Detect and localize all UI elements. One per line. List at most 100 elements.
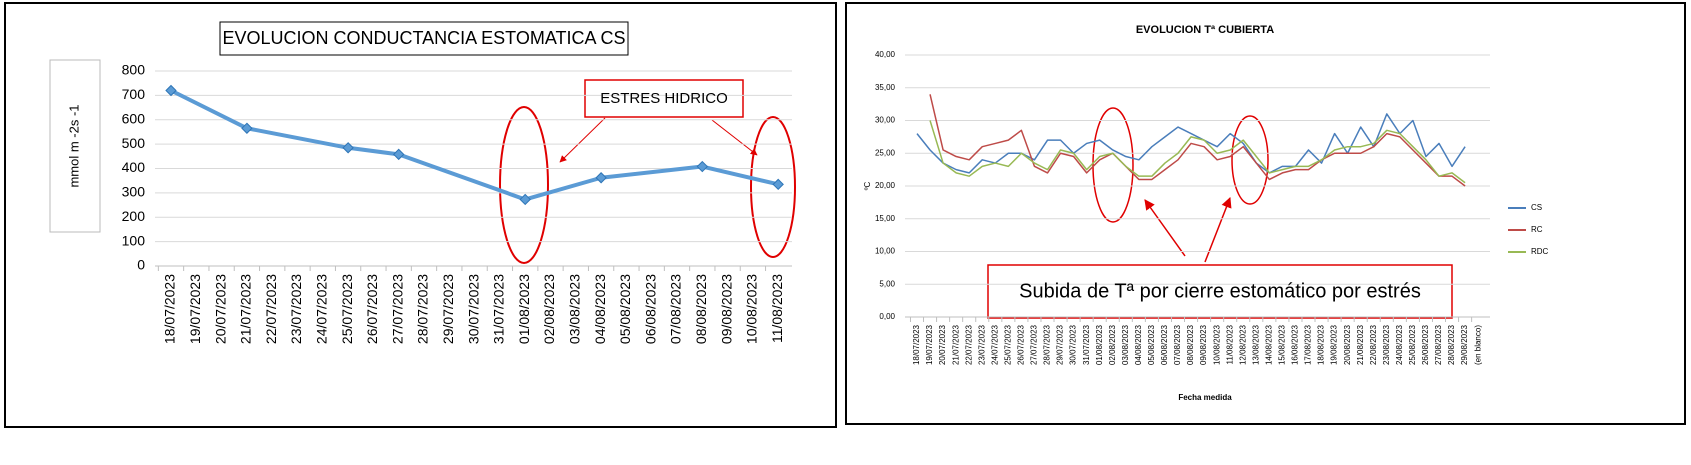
x-tick-label: 27/07/2023 [1030,324,1039,365]
x-tick-label: 23/08/2023 [1382,324,1391,365]
x-tick-label: 17/08/2023 [1304,324,1313,365]
x-tick-label: 27/08/2023 [1434,324,1443,365]
data-point [392,148,405,161]
x-tick-label: 26/07/2023 [364,274,380,344]
data-point [241,122,253,134]
x-tick-label: 29/07/2023 [440,274,456,344]
x-tick-label: 24/08/2023 [1395,324,1404,365]
x-tick-label: 05/08/2023 [1147,324,1156,365]
y-tick-label: 40,00 [875,50,896,59]
annotation: Subida de Tª por cierre estomático por e… [1019,280,1421,302]
x-tick-label: 26/07/2023 [1017,324,1026,365]
arrow [559,117,606,163]
x-tick-label: 30/07/2023 [465,274,481,344]
x-tick-label: 18/07/2023 [162,274,178,344]
x-tick-label: 29/07/2023 [1056,324,1065,365]
y-tick-label: 500 [122,135,146,151]
y-tick-label: 800 [122,62,146,78]
x-tick-label: 28/08/2023 [1447,324,1456,365]
y-tick-label: 0,00 [879,312,895,321]
x-tick-label: 29/08/2023 [1460,324,1469,365]
chart-title: EVOLUCION CONDUCTANCIA ESTOMATICA CS [222,28,625,48]
x-tick-label: 04/08/2023 [592,274,608,344]
x-tick-label: 05/08/2023 [617,274,633,344]
y-tick-label: 300 [122,184,146,200]
y-tick-label: 35,00 [875,83,896,92]
x-tick-label: 25/08/2023 [1408,324,1417,365]
x-tick-label: 07/08/2023 [1173,324,1182,365]
x-tick-label: 20/07/2023 [938,324,947,365]
x-tick-label: 04/08/2023 [1134,324,1143,365]
x-tick-label: 19/07/2023 [925,324,934,365]
series-line [929,120,1466,184]
x-tick-label: 02/08/2023 [541,274,557,344]
y-axis-label: mmol m -2s -1 [66,104,81,187]
y-tick-label: 5,00 [879,279,895,288]
chart-frame [4,2,837,428]
x-tick-label: (en blanco) [1473,325,1482,365]
x-tick-label: 06/08/2023 [1160,324,1169,365]
x-tick-label: 24/07/2023 [314,274,330,344]
data-point [165,84,177,97]
y-tick-label: 10,00 [875,247,896,256]
x-tick-label: 06/08/2023 [642,274,658,344]
x-tick-label: 14/08/2023 [1264,324,1273,365]
x-tick-label: 22/07/2023 [964,324,973,365]
x-tick-label: 30/07/2023 [1069,324,1078,365]
x-tick-label: 07/08/2023 [668,274,684,344]
x-tick-label: 01/08/2023 [516,274,532,344]
x-tick-label: 21/08/2023 [1356,324,1365,365]
y-tick-label: 0 [137,257,145,273]
x-tick-label: 08/08/2023 [1186,324,1195,365]
legend-label: RDC [1531,247,1549,256]
x-tick-label: 22/07/2023 [263,274,279,344]
y-tick-label: 100 [122,232,146,248]
y-tick-label: 25,00 [875,148,896,157]
y-tick-label: 600 [122,110,146,126]
x-tick-label: 01/08/2023 [1095,324,1104,365]
data-point [696,160,709,173]
y-axis-label: ºC [863,181,872,190]
x-tick-label: 25/07/2023 [339,274,355,344]
x-tick-label: 19/08/2023 [1330,324,1339,365]
x-tick-label: 12/08/2023 [1238,324,1247,365]
y-tick-label: 400 [122,159,146,175]
data-point [519,193,531,206]
x-tick-label: 28/07/2023 [1043,324,1052,365]
x-tick-label: 21/07/2023 [951,324,960,365]
y-tick-label: 20,00 [875,181,896,190]
x-tick-label: 03/08/2023 [567,274,583,344]
highlight-ellipse [499,106,549,264]
x-tick-label: 18/07/2023 [912,324,921,365]
x-tick-label: 20/08/2023 [1343,324,1352,365]
chart-title: EVOLUCION Tª CUBIERTA [1136,24,1274,36]
x-tick-label: 23/07/2023 [977,324,986,365]
x-tick-label: 27/07/2023 [389,274,405,344]
x-tick-label: 19/07/2023 [187,274,203,344]
x-tick-label: 31/07/2023 [491,274,507,344]
data-point [342,142,354,154]
highlight-ellipse [750,116,796,258]
highlight-ellipse [1092,107,1134,223]
x-tick-label: 21/07/2023 [238,274,254,344]
x-tick-label: 02/08/2023 [1108,324,1117,365]
x-tick-label: 16/08/2023 [1291,324,1300,365]
series-line [929,94,1466,187]
annotation: ESTRES HIDRICO [600,90,728,107]
x-tick-label: 13/08/2023 [1251,324,1260,365]
x-tick-label: 31/07/2023 [1082,324,1091,365]
y-tick-label: 700 [122,86,146,102]
x-tick-label: 23/07/2023 [288,274,304,344]
legend-label: RC [1531,225,1543,234]
series-line [170,88,779,202]
y-tick-label: 200 [122,208,146,224]
x-tick-label: 26/08/2023 [1421,324,1430,365]
x-tick-label: 08/08/2023 [693,274,709,344]
x-tick-label: 15/08/2023 [1278,324,1287,365]
x-tick-label: 25/07/2023 [1003,324,1012,365]
arrow [711,119,758,156]
chart-frame [845,2,1686,425]
highlight-ellipse [1231,115,1269,205]
